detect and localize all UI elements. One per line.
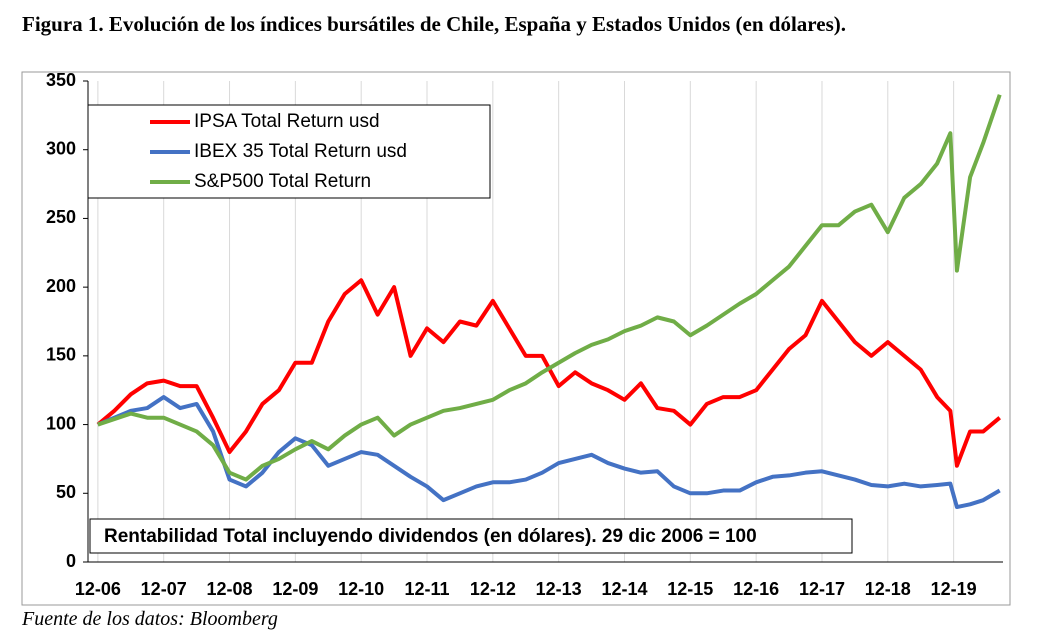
x-tick-label: 12-10 bbox=[338, 579, 384, 599]
legend-label: IBEX 35 Total Return usd bbox=[194, 141, 407, 162]
y-tick-label: 0 bbox=[66, 551, 76, 571]
series-line bbox=[96, 278, 1001, 468]
annotation-box bbox=[89, 518, 853, 554]
x-tick-label: 12-09 bbox=[272, 579, 318, 599]
x-tick-label: 12-08 bbox=[207, 579, 253, 599]
x-tick-label: 12-07 bbox=[141, 579, 187, 599]
y-tick-label: 100 bbox=[46, 413, 76, 433]
series-line bbox=[97, 94, 1002, 482]
x-tick-label: 12-13 bbox=[536, 579, 582, 599]
chart: 12-06 12-07 12-08 12-09 12-10 12-11 12-12 12-13… bbox=[21, 70, 1011, 606]
annotation: Rentabilidad Total incluyendo dividendos… bbox=[104, 526, 757, 547]
chart-title: Figura 1. Evolución de los índices bursá… bbox=[22, 12, 846, 36]
x-tick-label: 12-14 bbox=[601, 579, 647, 599]
x-tick-label: 12-12 bbox=[470, 579, 516, 599]
y-tick-label: 50 bbox=[56, 482, 76, 502]
x-tick-label: 12-17 bbox=[799, 579, 845, 599]
x-tick-label: 12-06 bbox=[75, 579, 121, 599]
y-tick-label: 350 bbox=[46, 70, 76, 90]
x-tick-label: 12-19 bbox=[931, 579, 977, 599]
chart-frame bbox=[21, 71, 1011, 606]
y-tick-label: 300 bbox=[46, 138, 76, 158]
legend-label: S&P500 Total Return bbox=[194, 171, 371, 192]
series-line bbox=[97, 395, 1001, 510]
legend-label: IPSA Total Return usd bbox=[194, 111, 380, 132]
x-tick-label: 12-11 bbox=[404, 579, 449, 599]
x-tick-label: 12-18 bbox=[865, 579, 911, 599]
x-tick-label: 12-15 bbox=[667, 579, 713, 599]
y-tick-label: 200 bbox=[46, 276, 76, 296]
y-tick-label: 150 bbox=[46, 345, 76, 365]
y-tick-label: 250 bbox=[46, 207, 76, 227]
source-note: Fuente de los datos: Bloomberg bbox=[22, 608, 278, 630]
x-tick-label: 12-16 bbox=[733, 579, 779, 599]
